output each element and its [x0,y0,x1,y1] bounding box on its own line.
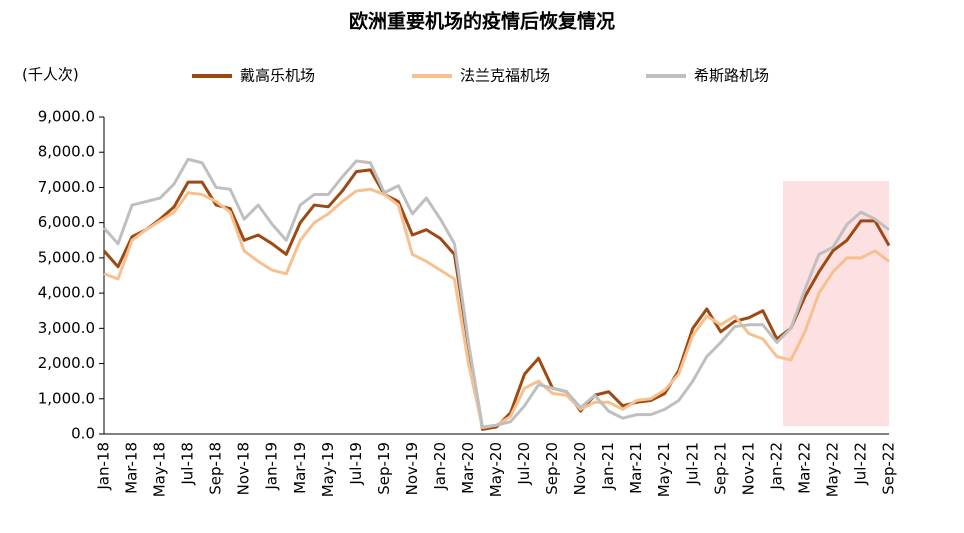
legend-label: 希斯路机场 [694,67,769,85]
y-tick-label: 7,000.0 [38,178,95,196]
x-tick-label: Jan-20 [431,442,449,491]
x-tick-label: Sep-21 [711,442,729,495]
y-tick-label: 1,000.0 [38,389,95,407]
y-tick-label: 9,000.0 [38,108,95,126]
x-tick-label: Sep-18 [207,442,225,495]
x-tick-label: Mar-18 [123,442,141,494]
y-tick-label: 8,000.0 [38,143,95,161]
line-series [103,187,890,430]
x-tick-label: May-22 [823,442,841,497]
x-tick-label: Mar-22 [795,442,813,494]
y-tick-label: 2,000.0 [38,354,95,372]
x-tick-label: Nov-19 [403,442,421,495]
x-tick-label: Mar-20 [459,442,477,494]
legend: 戴高乐机场 法兰克福机场 希斯路机场 [192,67,769,85]
x-tick-label: Nov-21 [739,442,757,495]
x-tick-label: Jul-19 [347,442,365,486]
y-tick-label: 6,000.0 [38,213,95,231]
y-tick-label: 4,000.0 [38,284,95,302]
y-tick-label: 3,000.0 [38,319,95,337]
x-tick-label: Jan-18 [95,442,113,491]
x-tick-label: Jul-18 [179,442,197,486]
x-tick-label: May-18 [151,442,169,497]
x-tick-label: Nov-20 [571,442,589,495]
x-tick-label: Jan-22 [767,442,785,491]
x-tick-label: Sep-22 [880,442,898,495]
x-tick-label: May-20 [487,442,505,497]
y-tick-label: 5,000.0 [38,248,95,266]
x-tick-label: Sep-20 [543,442,561,495]
line-series [102,157,890,429]
chart-title: 欧洲重要机场的疫情后恢复情况 [349,10,615,33]
legend-label: 法兰克福机场 [460,67,550,85]
x-tick-label: Sep-19 [375,442,393,495]
x-tick-label: May-21 [655,442,673,497]
y-axis-label: (千人次) [22,66,79,84]
x-tick-label: Jul-22 [851,442,869,486]
line-series [102,168,891,431]
x-tick-label: Mar-19 [291,442,309,494]
y-tick-label: 0.0 [71,425,95,443]
x-tick-label: Mar-21 [627,442,645,494]
x-tick-label: Jan-21 [599,442,617,491]
legend-label: 戴高乐机场 [240,67,315,85]
x-tick-label: Jul-20 [515,442,533,486]
x-tick-label: Jan-19 [263,442,281,491]
x-tick-label: Nov-18 [235,442,253,495]
x-tick-label: Jul-21 [683,442,701,486]
x-tick-label: May-19 [319,442,337,497]
